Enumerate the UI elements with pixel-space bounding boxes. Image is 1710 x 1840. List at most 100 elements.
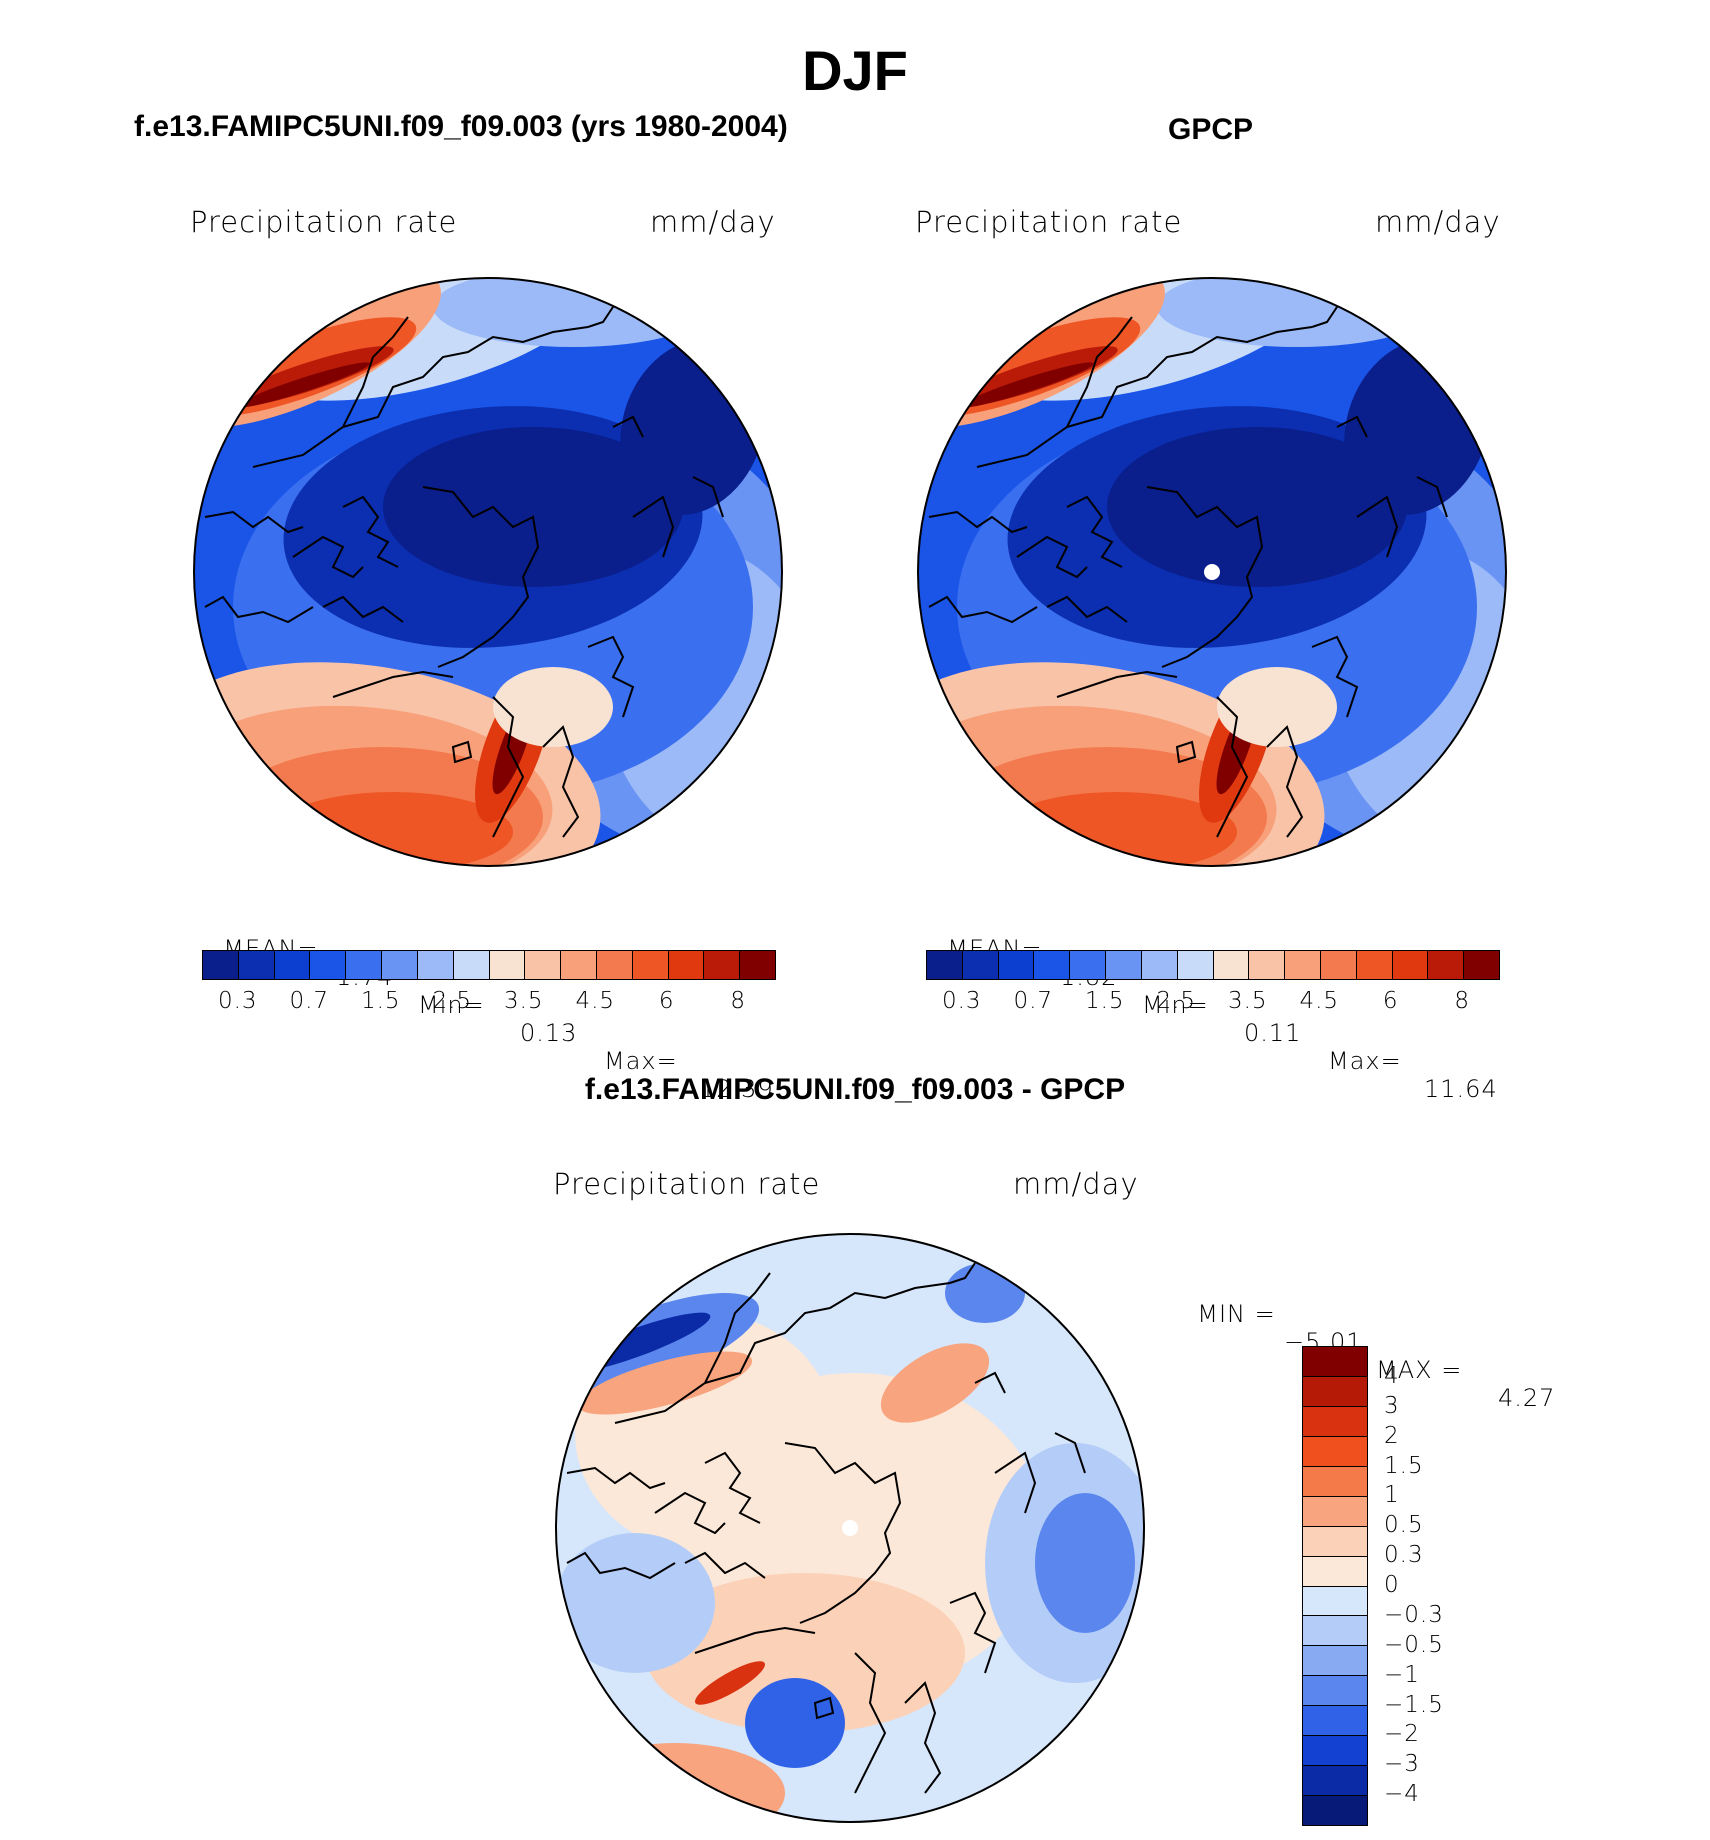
panel2-map <box>917 277 1507 867</box>
coastline <box>1146 486 1264 668</box>
colorbar-tick-label: 0.3 <box>217 988 258 1014</box>
colorbar-swatch <box>1141 951 1178 979</box>
panel1-max: 12.39 <box>700 1075 774 1103</box>
colorbar-swatch <box>1464 951 1499 979</box>
panel2-max: 11.64 <box>1424 1075 1498 1103</box>
colorbar-tick-label: −1 <box>1384 1661 1420 1688</box>
colorbar-swatch <box>1303 1586 1367 1617</box>
coastline <box>1066 326 1313 428</box>
coastline <box>994 1451 1037 1514</box>
colorbar-tick-label: 0 <box>1384 1572 1400 1598</box>
coastline <box>422 486 540 668</box>
colorbar-swatch <box>1303 1526 1367 1557</box>
coastline <box>632 495 675 558</box>
colorbar-swatch <box>1034 951 1071 979</box>
panel3-units: mm/day <box>1013 1167 1139 1201</box>
field-region <box>383 427 683 587</box>
field-region <box>577 1351 753 1415</box>
colorbar-swatch <box>962 951 999 979</box>
colorbar-swatch <box>1303 1646 1367 1677</box>
colorbar-tick-label: 4 <box>1384 1362 1400 1389</box>
colorbar-swatch <box>1070 951 1107 979</box>
field-region <box>945 1263 1025 1323</box>
field-region <box>565 1743 785 1822</box>
panel2-max-label: Max= <box>1328 1047 1402 1075</box>
colorbar-tick-label: 3 <box>1384 1392 1400 1419</box>
colorbar-tick-label: 0.7 <box>289 988 330 1014</box>
colorbar-swatch <box>489 951 526 979</box>
colorbar-tick-label: 2.5 <box>432 988 473 1014</box>
colorbar-swatch <box>1392 951 1429 979</box>
panel1-title: f.e13.FAMIPC5UNI.f09_f09.003 (yrs 1980-2… <box>134 110 788 143</box>
coastline <box>587 635 635 718</box>
panel1-map <box>193 277 783 867</box>
coastline <box>904 1681 942 1794</box>
colorbar-swatch <box>417 951 454 979</box>
colorbar-swatch <box>1303 1556 1367 1587</box>
coastline <box>1175 740 1197 764</box>
coastline <box>612 415 644 438</box>
field-region <box>236 362 370 408</box>
colorbar-tick-label: 3.5 <box>503 988 544 1014</box>
coastline <box>1311 306 1338 328</box>
coastline <box>692 476 724 518</box>
coastline <box>451 740 473 764</box>
colorbar-swatch <box>1303 1706 1367 1737</box>
field-region <box>1217 667 1337 747</box>
coastline <box>784 1442 902 1624</box>
colorbar-swatch <box>561 951 597 979</box>
panel2-title: GPCP <box>1168 113 1254 146</box>
coastline <box>1066 495 1123 568</box>
coastline <box>1356 495 1399 558</box>
colorbar-swatch <box>1213 951 1250 979</box>
colorbar-tick-label: 0.3 <box>941 988 982 1014</box>
coastline <box>204 595 314 624</box>
colorbar-tick-label: 8 <box>730 988 747 1014</box>
colorbar-swatch <box>1285 951 1321 979</box>
colorbar-tick-label: −4 <box>1384 1781 1420 1808</box>
coastline <box>684 1551 766 1579</box>
colorbar-swatch <box>1106 951 1142 979</box>
panel3-map <box>555 1233 1145 1823</box>
colorbar-tick-label: 1.5 <box>1084 988 1125 1014</box>
panel1-min: 0.13 <box>520 1019 578 1047</box>
colorbar-swatch <box>453 951 490 979</box>
coastline <box>974 1371 1006 1394</box>
field-region <box>960 362 1094 408</box>
coastline <box>694 1626 816 1654</box>
colorbar-swatch <box>668 951 705 979</box>
panel2-variable: Precipitation rate <box>915 205 1183 239</box>
colorbar-tick-label: 1 <box>1384 1482 1400 1509</box>
colorbar-tick-label: −3 <box>1384 1751 1420 1778</box>
pole-marker <box>842 1520 858 1536</box>
coastline <box>1416 476 1448 518</box>
panel3-min-label: MIN = <box>1197 1300 1276 1328</box>
coastline <box>1311 635 1359 718</box>
panel3-colorbar-ticks: 4 3 2 1.5 1 0.5 0.3 0 −0.3 −0.5 −1 −1.5 −2 −3 −4 <box>1384 1346 1464 1824</box>
coastline <box>614 1272 771 1424</box>
colorbar-swatch <box>596 951 633 979</box>
panel3-max: 4.27 <box>1498 1384 1556 1412</box>
colorbar-tick-label: 0.7 <box>1013 988 1054 1014</box>
panel2-units: mm/day <box>1375 205 1501 239</box>
colorbar-tick-label: −2 <box>1384 1721 1420 1748</box>
colorbar-swatch <box>1303 1766 1367 1797</box>
coastline <box>587 306 614 328</box>
coastline <box>1056 670 1178 698</box>
coastline <box>252 316 409 468</box>
colorbar-swatch <box>1303 1436 1367 1467</box>
colorbar-swatch <box>1356 951 1393 979</box>
coastline <box>949 1262 976 1284</box>
panel3-stats: MIN = −5.01 MAX = 4.27 <box>1180 1272 1554 1412</box>
colorbar-tick-label: 6 <box>1382 988 1399 1014</box>
coastline <box>492 696 525 838</box>
colorbar-tick-label: 4.5 <box>575 988 616 1014</box>
coastline <box>566 1551 676 1580</box>
colorbar-tick-label: −1.5 <box>1384 1691 1444 1718</box>
colorbar-swatch <box>632 951 669 979</box>
panel1-colorbar <box>202 950 776 980</box>
colorbar-tick-label: 0.5 <box>1384 1512 1424 1539</box>
colorbar-swatch <box>310 951 347 979</box>
page-title: DJF <box>802 39 908 102</box>
field-region <box>1035 1493 1135 1633</box>
